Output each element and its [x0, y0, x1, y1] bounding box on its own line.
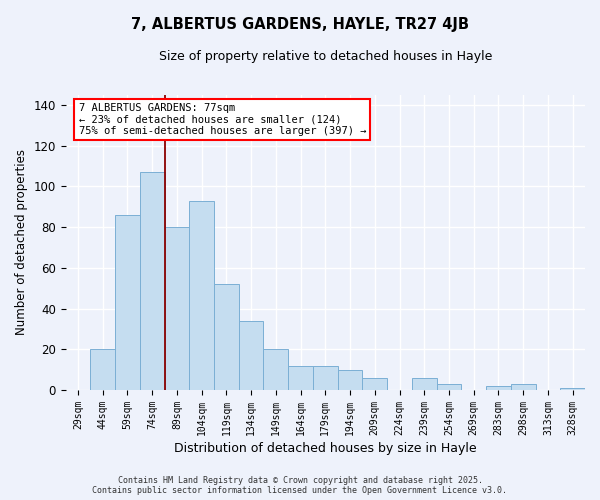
Bar	[288, 366, 313, 390]
Bar	[140, 172, 164, 390]
Bar	[412, 378, 437, 390]
Y-axis label: Number of detached properties: Number of detached properties	[15, 150, 28, 336]
Bar	[239, 321, 263, 390]
Title: Size of property relative to detached houses in Hayle: Size of property relative to detached ho…	[158, 50, 492, 63]
Text: 7, ALBERTUS GARDENS, HAYLE, TR27 4JB: 7, ALBERTUS GARDENS, HAYLE, TR27 4JB	[131, 18, 469, 32]
Bar	[560, 388, 585, 390]
Bar	[91, 350, 115, 390]
Bar	[263, 350, 288, 390]
Text: 7 ALBERTUS GARDENS: 77sqm
← 23% of detached houses are smaller (124)
75% of semi: 7 ALBERTUS GARDENS: 77sqm ← 23% of detac…	[79, 103, 366, 136]
Bar	[511, 384, 536, 390]
Bar	[164, 227, 190, 390]
Bar	[190, 200, 214, 390]
Bar	[338, 370, 362, 390]
Bar	[214, 284, 239, 390]
Bar	[437, 384, 461, 390]
Bar	[115, 215, 140, 390]
Bar	[362, 378, 387, 390]
Bar	[313, 366, 338, 390]
Text: Contains HM Land Registry data © Crown copyright and database right 2025.
Contai: Contains HM Land Registry data © Crown c…	[92, 476, 508, 495]
X-axis label: Distribution of detached houses by size in Hayle: Distribution of detached houses by size …	[174, 442, 476, 455]
Bar	[486, 386, 511, 390]
